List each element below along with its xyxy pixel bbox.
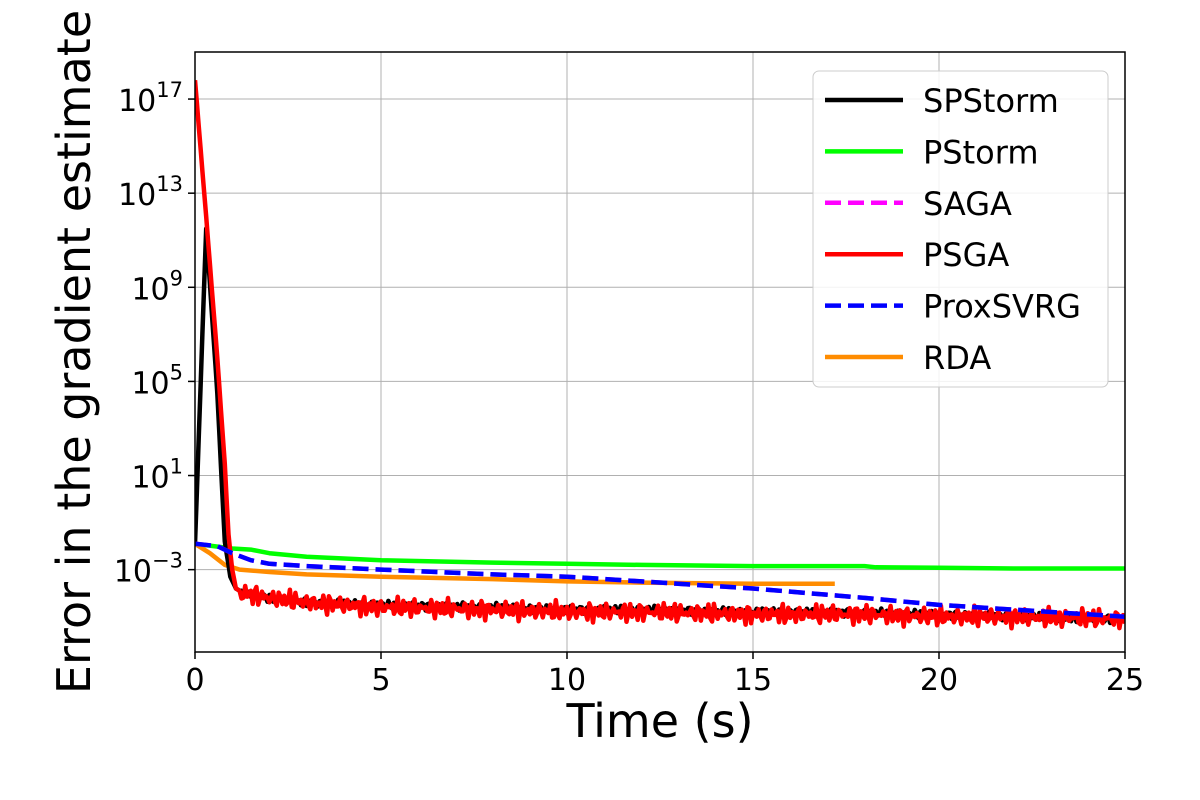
series-layer — [195, 80, 1125, 631]
x-axis-label: Time (s) — [565, 694, 753, 748]
legend-label-pstorm: PStorm — [923, 133, 1039, 171]
legend-label-saga: SAGA — [923, 185, 1012, 223]
legend-label-proxsvrg: ProxSVRG — [923, 288, 1081, 326]
x-tick-label: 25 — [1106, 663, 1144, 698]
x-tick-label: 15 — [734, 663, 772, 698]
y-axis-label: Error in the gradient estimate — [47, 10, 101, 694]
legend-label-rda: RDA — [923, 339, 991, 377]
legend-label-psga: PSGA — [923, 236, 1009, 274]
legend-label-spstorm: SPStorm — [923, 82, 1059, 120]
y-tick-label: 105 — [131, 360, 183, 401]
x-tick-label: 10 — [548, 663, 586, 698]
x-tick-label: 0 — [185, 663, 204, 698]
y-tick-label: 101 — [131, 455, 183, 496]
x-tick-label: 20 — [920, 663, 958, 698]
y-tick-label: 1013 — [118, 172, 183, 213]
y-tick-label: 109 — [131, 266, 183, 307]
x-axis: 0 5 10 15 20 25 — [185, 652, 1144, 698]
x-tick-label: 5 — [371, 663, 390, 698]
series-line-pstorm — [195, 541, 1125, 571]
y-tick-label: 1017 — [118, 78, 183, 119]
series-line-proxsvrg — [195, 541, 1125, 619]
y-tick-label: 10−3 — [114, 549, 183, 590]
legend: SPStorm PStorm SAGA PSGA ProxSVRG RDA — [812, 70, 1109, 388]
plot-frame — [194, 51, 1126, 653]
series-line-psga — [195, 80, 1125, 631]
y-axis: 1017 1013 109 105 101 10−3 — [114, 78, 195, 590]
